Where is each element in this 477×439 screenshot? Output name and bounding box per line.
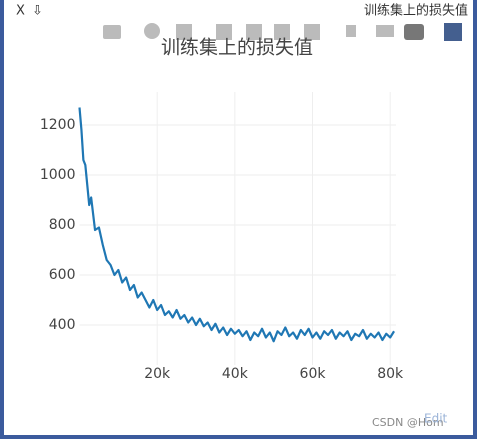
window-title: 训练集上的损失值 xyxy=(364,3,468,19)
hover-closest-icon[interactable] xyxy=(376,25,394,37)
download-button[interactable]: ⇩ xyxy=(32,4,43,19)
y-tick-label: 600 xyxy=(49,267,76,283)
x-tick-label: 80k xyxy=(377,366,404,382)
camera-icon[interactable] xyxy=(103,25,121,39)
x-tick-label: 20k xyxy=(144,366,171,382)
loss-line xyxy=(78,107,395,343)
chart-title: 训练集上的损失值 xyxy=(161,37,313,59)
zoom-out-icon[interactable] xyxy=(246,24,262,40)
y-tick-label: 800 xyxy=(49,217,76,233)
reset-icon[interactable] xyxy=(304,24,320,40)
chart: X ⇩ 训练集上的损失值 训练集上的损失值 CSDN @Hom Edit 400… xyxy=(16,3,468,430)
pan-icon[interactable] xyxy=(176,24,192,40)
hover-compare-icon[interactable] xyxy=(404,24,424,40)
autoscale-icon[interactable] xyxy=(274,24,290,40)
x-tick-label: 40k xyxy=(222,366,249,382)
watermark: CSDN @Hom xyxy=(372,416,444,429)
edit-link[interactable]: Edit xyxy=(424,412,448,426)
y-tick-label: 1200 xyxy=(40,117,76,133)
spike-icon[interactable] xyxy=(346,25,356,37)
plotly-logo[interactable] xyxy=(444,23,462,41)
y-tick-label: 400 xyxy=(49,317,76,333)
x-tick-label: 60k xyxy=(300,366,327,382)
y-tick-label: 1000 xyxy=(40,167,76,183)
modebar xyxy=(103,23,462,41)
zoom-in-icon[interactable] xyxy=(216,24,232,40)
zoom-icon[interactable] xyxy=(144,23,160,39)
close-button[interactable]: X xyxy=(16,4,25,19)
